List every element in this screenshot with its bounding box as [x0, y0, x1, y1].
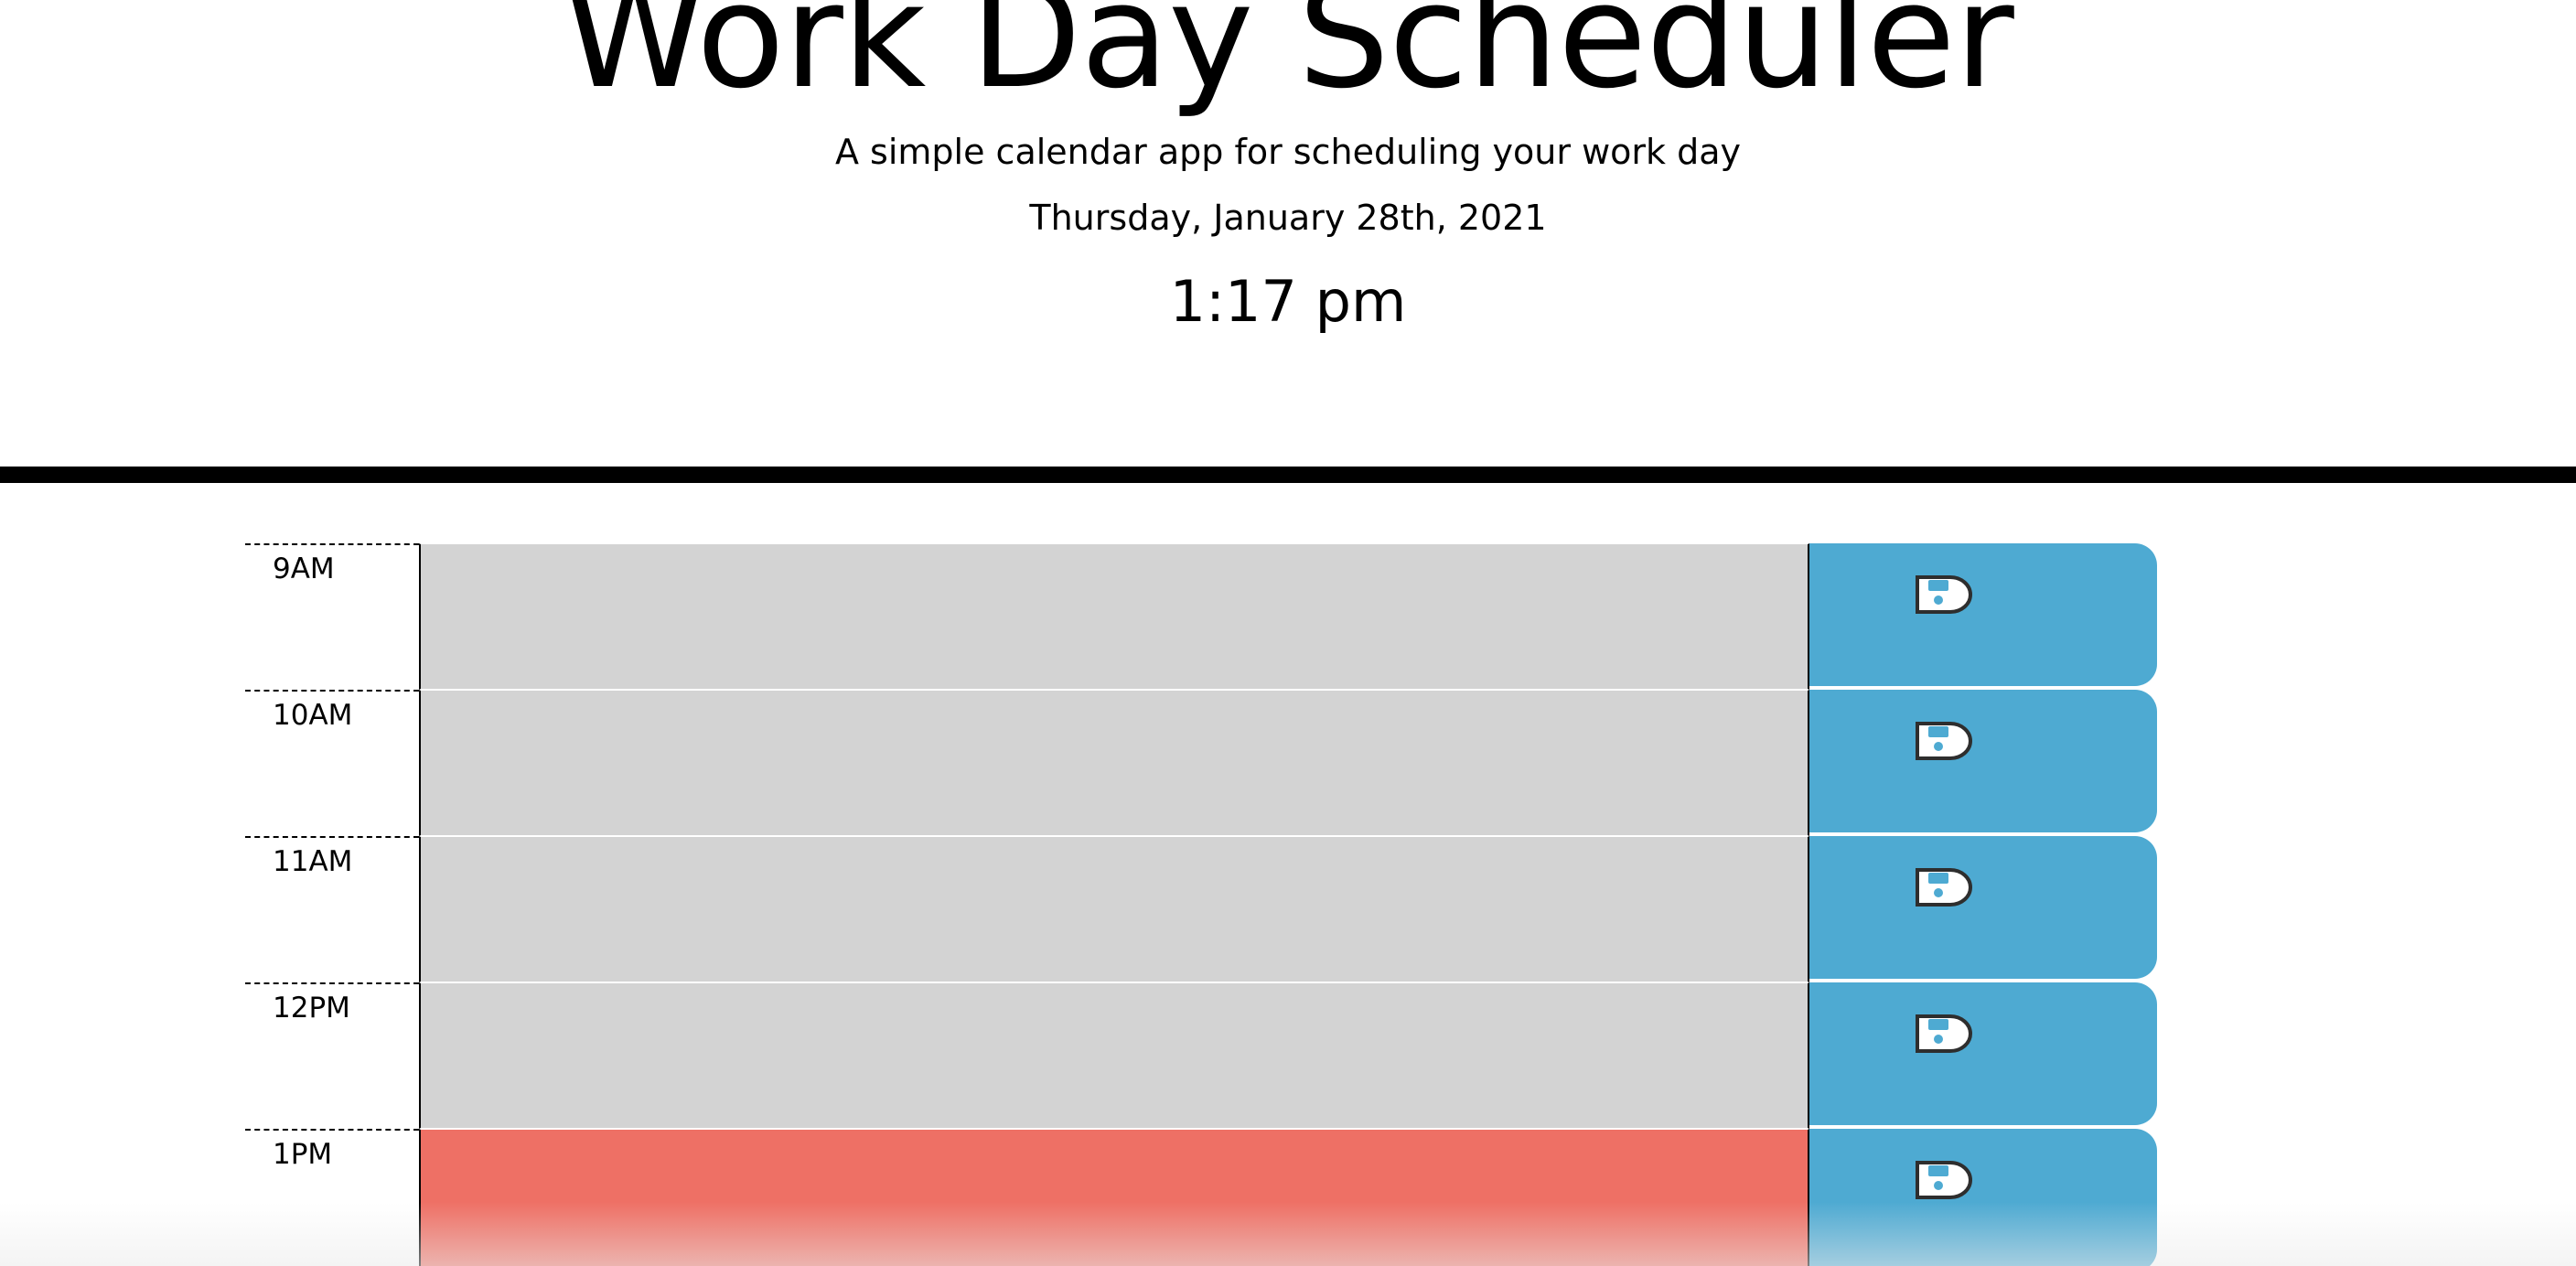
time-block-12pm: 12PM	[245, 982, 2157, 1129]
page-subtitle: A simple calendar app for scheduling you…	[834, 132, 1742, 172]
hour-label: 9AM	[245, 543, 419, 690]
save-button[interactable]	[1809, 543, 2157, 686]
floppy-disk-icon	[1916, 575, 1972, 614]
header: Work Day Scheduler A simple calendar app…	[0, 0, 2576, 483]
hour-label: 11AM	[245, 836, 419, 982]
save-button[interactable]	[1809, 982, 2157, 1125]
event-description-input[interactable]	[419, 836, 1809, 982]
floppy-disk-icon	[1916, 1014, 1972, 1053]
floppy-disk-icon	[1916, 868, 1972, 907]
hour-label: 1PM	[245, 1129, 419, 1266]
schedule-container: 9AM 10AM 11AM	[245, 543, 2157, 1266]
time-block-11am: 11AM	[245, 836, 2157, 982]
event-description-input[interactable]	[419, 543, 1809, 690]
event-description-input[interactable]	[419, 982, 1809, 1129]
current-time: 1:17 pm	[1169, 268, 1407, 335]
page-title: Work Day Scheduler	[563, 0, 2014, 121]
current-date: Thursday, January 28th, 2021	[1029, 198, 1547, 238]
save-button[interactable]	[1809, 690, 2157, 832]
hour-label: 12PM	[245, 982, 419, 1129]
floppy-disk-icon	[1916, 1161, 1972, 1199]
event-description-input[interactable]	[419, 690, 1809, 836]
hour-label: 10AM	[245, 690, 419, 836]
save-button[interactable]	[1809, 1129, 2157, 1266]
floppy-disk-icon	[1916, 722, 1972, 760]
time-block-1pm: 1PM	[245, 1129, 2157, 1266]
time-block-9am: 9AM	[245, 543, 2157, 690]
event-description-input[interactable]	[419, 1129, 1809, 1266]
save-button[interactable]	[1809, 836, 2157, 979]
time-block-10am: 10AM	[245, 690, 2157, 836]
